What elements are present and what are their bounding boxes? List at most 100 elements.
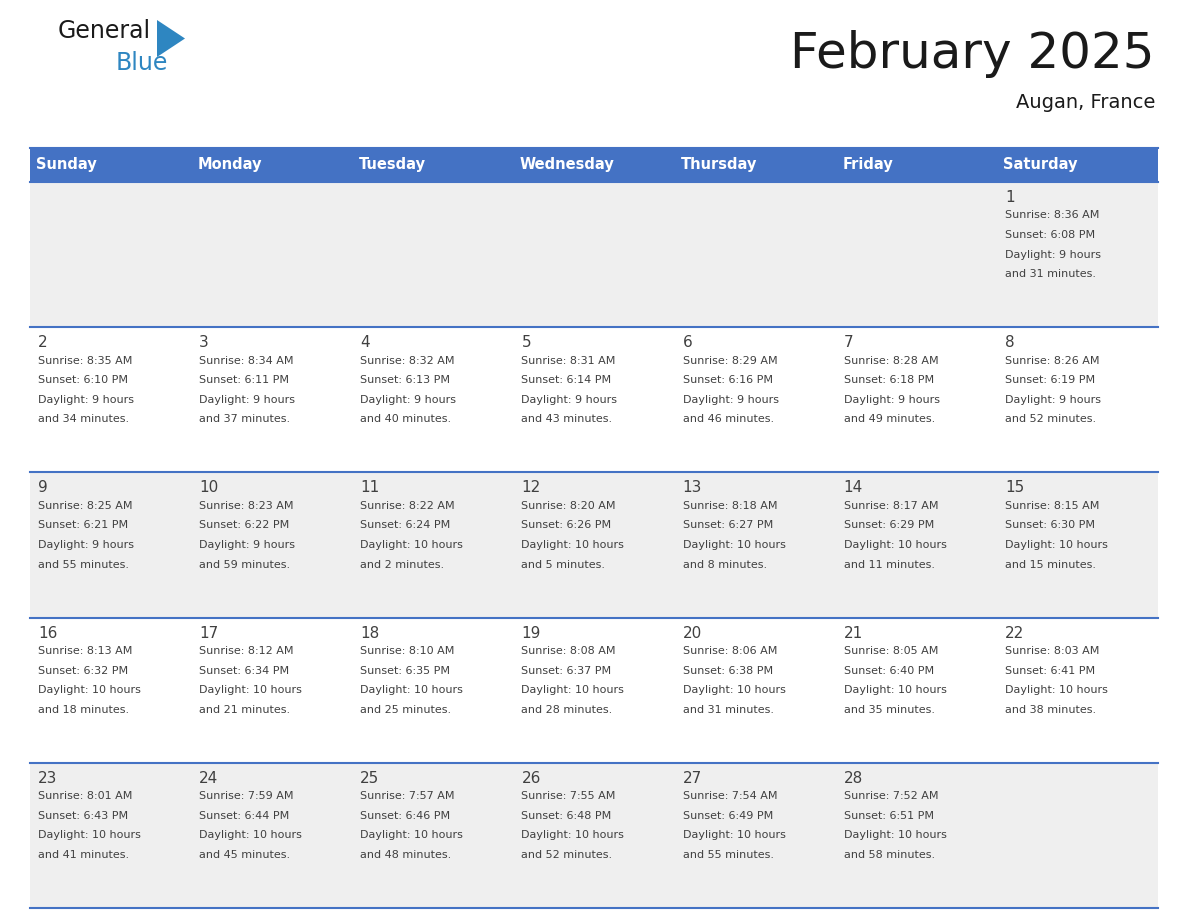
Text: and 45 minutes.: and 45 minutes. (200, 850, 290, 860)
Text: 17: 17 (200, 625, 219, 641)
Text: Sunrise: 8:20 AM: Sunrise: 8:20 AM (522, 500, 617, 510)
Text: Sunset: 6:46 PM: Sunset: 6:46 PM (360, 811, 450, 821)
Text: 15: 15 (1005, 480, 1024, 496)
Text: 3: 3 (200, 335, 209, 350)
Text: 5: 5 (522, 335, 531, 350)
Text: Daylight: 10 hours: Daylight: 10 hours (522, 830, 625, 840)
Text: Daylight: 10 hours: Daylight: 10 hours (1005, 540, 1107, 550)
Text: Daylight: 9 hours: Daylight: 9 hours (1005, 250, 1101, 260)
Text: Sunrise: 8:06 AM: Sunrise: 8:06 AM (683, 646, 777, 656)
Text: Blue: Blue (116, 51, 169, 75)
Text: Daylight: 10 hours: Daylight: 10 hours (843, 685, 947, 695)
Text: Daylight: 10 hours: Daylight: 10 hours (843, 540, 947, 550)
Text: 27: 27 (683, 771, 702, 786)
Text: Sunset: 6:21 PM: Sunset: 6:21 PM (38, 521, 128, 531)
Text: Sunset: 6:37 PM: Sunset: 6:37 PM (522, 666, 612, 676)
Bar (30, 327, 1158, 473)
Text: Sunset: 6:30 PM: Sunset: 6:30 PM (1005, 521, 1095, 531)
Polygon shape (157, 20, 185, 57)
Text: 19: 19 (522, 625, 541, 641)
Text: and 18 minutes.: and 18 minutes. (38, 705, 129, 715)
Text: 25: 25 (360, 771, 380, 786)
Text: 4: 4 (360, 335, 369, 350)
Text: Daylight: 10 hours: Daylight: 10 hours (38, 830, 141, 840)
Text: Sunrise: 8:26 AM: Sunrise: 8:26 AM (1005, 355, 1099, 365)
Text: Sunrise: 8:13 AM: Sunrise: 8:13 AM (38, 646, 132, 656)
Text: and 52 minutes.: and 52 minutes. (1005, 414, 1097, 424)
Text: 11: 11 (360, 480, 380, 496)
Text: and 46 minutes.: and 46 minutes. (683, 414, 773, 424)
Text: 24: 24 (200, 771, 219, 786)
Text: and 2 minutes.: and 2 minutes. (360, 559, 444, 569)
Text: Daylight: 10 hours: Daylight: 10 hours (200, 685, 302, 695)
Text: Daylight: 10 hours: Daylight: 10 hours (522, 685, 625, 695)
Text: Daylight: 10 hours: Daylight: 10 hours (360, 685, 463, 695)
Bar (30, 148, 1158, 182)
Text: Sunrise: 8:22 AM: Sunrise: 8:22 AM (360, 500, 455, 510)
Text: Daylight: 10 hours: Daylight: 10 hours (360, 540, 463, 550)
Text: Wednesday: Wednesday (520, 158, 614, 173)
Text: 16: 16 (38, 625, 57, 641)
Text: Sunrise: 8:31 AM: Sunrise: 8:31 AM (522, 355, 615, 365)
Bar (30, 473, 1158, 618)
Text: Sunrise: 8:10 AM: Sunrise: 8:10 AM (360, 646, 455, 656)
Text: Saturday: Saturday (1004, 158, 1078, 173)
Text: Sunrise: 8:05 AM: Sunrise: 8:05 AM (843, 646, 939, 656)
Text: and 55 minutes.: and 55 minutes. (683, 850, 773, 860)
Text: Daylight: 10 hours: Daylight: 10 hours (38, 685, 141, 695)
Text: 21: 21 (843, 625, 862, 641)
Text: Sunrise: 8:28 AM: Sunrise: 8:28 AM (843, 355, 939, 365)
Text: Friday: Friday (842, 158, 893, 173)
Text: and 58 minutes.: and 58 minutes. (843, 850, 935, 860)
Text: 12: 12 (522, 480, 541, 496)
Text: Sunrise: 7:55 AM: Sunrise: 7:55 AM (522, 791, 615, 801)
Text: Sunset: 6:48 PM: Sunset: 6:48 PM (522, 811, 612, 821)
Text: Sunrise: 8:32 AM: Sunrise: 8:32 AM (360, 355, 455, 365)
Text: Sunset: 6:51 PM: Sunset: 6:51 PM (843, 811, 934, 821)
Text: Daylight: 10 hours: Daylight: 10 hours (360, 830, 463, 840)
Text: and 49 minutes.: and 49 minutes. (843, 414, 935, 424)
Text: Sunset: 6:11 PM: Sunset: 6:11 PM (200, 375, 289, 386)
Text: 8: 8 (1005, 335, 1015, 350)
Text: and 38 minutes.: and 38 minutes. (1005, 705, 1097, 715)
Text: Daylight: 9 hours: Daylight: 9 hours (38, 395, 134, 405)
Text: General: General (58, 19, 151, 43)
Text: Daylight: 9 hours: Daylight: 9 hours (200, 540, 295, 550)
Text: Sunset: 6:14 PM: Sunset: 6:14 PM (522, 375, 612, 386)
Text: and 59 minutes.: and 59 minutes. (200, 559, 290, 569)
Text: 28: 28 (843, 771, 862, 786)
Text: Sunrise: 8:23 AM: Sunrise: 8:23 AM (200, 500, 293, 510)
Text: Sunset: 6:34 PM: Sunset: 6:34 PM (200, 666, 290, 676)
Text: Sunset: 6:10 PM: Sunset: 6:10 PM (38, 375, 128, 386)
Text: 10: 10 (200, 480, 219, 496)
Text: and 28 minutes.: and 28 minutes. (522, 705, 613, 715)
Text: Sunrise: 8:17 AM: Sunrise: 8:17 AM (843, 500, 939, 510)
Text: Daylight: 10 hours: Daylight: 10 hours (1005, 685, 1107, 695)
Text: Sunset: 6:40 PM: Sunset: 6:40 PM (843, 666, 934, 676)
Text: 14: 14 (843, 480, 862, 496)
Text: and 5 minutes.: and 5 minutes. (522, 559, 606, 569)
Text: Sunrise: 7:57 AM: Sunrise: 7:57 AM (360, 791, 455, 801)
Text: and 8 minutes.: and 8 minutes. (683, 559, 766, 569)
Text: Sunset: 6:38 PM: Sunset: 6:38 PM (683, 666, 772, 676)
Text: and 31 minutes.: and 31 minutes. (1005, 269, 1095, 279)
Text: 2: 2 (38, 335, 48, 350)
Text: Sunset: 6:32 PM: Sunset: 6:32 PM (38, 666, 128, 676)
Text: Sunset: 6:35 PM: Sunset: 6:35 PM (360, 666, 450, 676)
Text: Augan, France: Augan, France (1016, 93, 1155, 112)
Text: and 31 minutes.: and 31 minutes. (683, 705, 773, 715)
Text: and 52 minutes.: and 52 minutes. (522, 850, 613, 860)
Text: Sunset: 6:44 PM: Sunset: 6:44 PM (200, 811, 290, 821)
Text: Sunrise: 8:08 AM: Sunrise: 8:08 AM (522, 646, 617, 656)
Text: Daylight: 10 hours: Daylight: 10 hours (522, 540, 625, 550)
Text: and 55 minutes.: and 55 minutes. (38, 559, 129, 569)
Text: Daylight: 9 hours: Daylight: 9 hours (200, 395, 295, 405)
Text: 18: 18 (360, 625, 380, 641)
Text: and 35 minutes.: and 35 minutes. (843, 705, 935, 715)
Text: Daylight: 9 hours: Daylight: 9 hours (843, 395, 940, 405)
Text: Daylight: 10 hours: Daylight: 10 hours (843, 830, 947, 840)
Text: Sunrise: 8:12 AM: Sunrise: 8:12 AM (200, 646, 293, 656)
Text: Sunset: 6:41 PM: Sunset: 6:41 PM (1005, 666, 1095, 676)
Text: and 25 minutes.: and 25 minutes. (360, 705, 451, 715)
Text: and 37 minutes.: and 37 minutes. (200, 414, 290, 424)
